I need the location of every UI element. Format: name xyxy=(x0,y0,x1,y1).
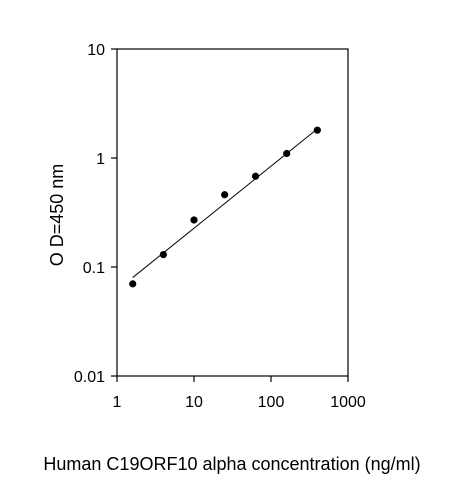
y-axis-ticks: 0.01 0.1 1 10 xyxy=(74,42,117,386)
data-point xyxy=(313,126,321,134)
x-tick-label: 100 xyxy=(258,394,285,411)
x-axis-ticks: 1 10 100 1000 xyxy=(113,376,366,411)
data-point xyxy=(190,216,198,224)
y-tick-label: 0.1 xyxy=(83,260,105,277)
x-tick-label: 1 xyxy=(113,394,122,411)
y-tick-label: 0.01 xyxy=(74,369,105,386)
y-tick-label: 1 xyxy=(96,151,105,168)
x-tick-label: 1000 xyxy=(330,394,366,411)
data-points-layer xyxy=(129,126,321,288)
x-tick-label: 10 xyxy=(185,394,203,411)
plot-border xyxy=(116,48,349,377)
y-axis-label: O D=450 nm xyxy=(47,164,67,267)
data-point xyxy=(129,280,137,288)
data-point xyxy=(221,191,229,199)
x-axis-label: Human C19ORF10 alpha concentration (ng/m… xyxy=(43,454,420,474)
data-point xyxy=(159,250,167,259)
data-point xyxy=(283,149,291,158)
data-point xyxy=(251,172,260,180)
plot-frame xyxy=(116,48,349,377)
y-tick-label: 10 xyxy=(87,42,105,59)
